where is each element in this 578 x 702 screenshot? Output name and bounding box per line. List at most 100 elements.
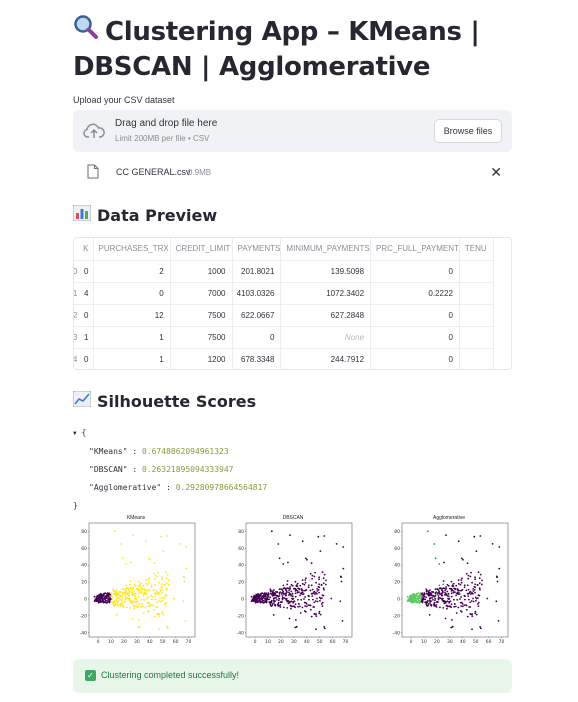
table-cell[interactable]: 7500 bbox=[170, 304, 233, 327]
table-cell[interactable] bbox=[459, 326, 495, 349]
table-cell[interactable]: 0.2222 bbox=[370, 282, 460, 305]
table-cell[interactable]: 7500 bbox=[170, 326, 233, 349]
y-tick-label: 0 bbox=[241, 597, 244, 603]
table-cell[interactable]: 1200 bbox=[170, 348, 233, 369]
scatter-point bbox=[262, 594, 265, 597]
table-cell[interactable]: 0 bbox=[93, 282, 171, 305]
column-header[interactable]: PRC_FULL_PAYMENT bbox=[370, 238, 460, 261]
collapse-caret-icon[interactable]: ▼ bbox=[73, 430, 77, 437]
scatter-point bbox=[108, 592, 110, 595]
scatter-point bbox=[131, 594, 133, 596]
scatter-point bbox=[475, 613, 478, 616]
scatter-point bbox=[105, 601, 108, 604]
column-header[interactable]: PAYMENTS bbox=[232, 238, 282, 261]
remove-file-icon[interactable]: ✕ bbox=[490, 164, 502, 180]
table-cell[interactable]: 0 bbox=[370, 304, 460, 327]
table-cell[interactable] bbox=[459, 304, 495, 327]
x-tick-label: 20 bbox=[121, 639, 127, 645]
scatter-point bbox=[447, 595, 450, 598]
scatter-point bbox=[165, 582, 168, 585]
scatter-point bbox=[279, 606, 282, 608]
scatter-point bbox=[250, 595, 253, 598]
table-cell[interactable] bbox=[459, 282, 495, 305]
scatter-point bbox=[313, 606, 316, 608]
table-cell[interactable]: None bbox=[280, 326, 372, 349]
table-cell[interactable]: 139.5098 bbox=[280, 260, 372, 283]
scatter-point bbox=[439, 606, 441, 609]
table-cell[interactable]: 12 bbox=[93, 304, 171, 327]
scatter-point bbox=[313, 601, 316, 604]
success-alert: ✓ Clustering completed successfully! bbox=[73, 659, 512, 693]
x-tick-label: 50 bbox=[317, 639, 323, 645]
title-line-2: DBSCAN | Agglomerative bbox=[73, 52, 431, 82]
scatter-point bbox=[262, 601, 265, 604]
table-cell[interactable]: 0 bbox=[232, 326, 282, 349]
cluster-plots: KMeans 80 60 40 20 0 -20 -40 0 10 20 30 40 50 60 70 DB… bbox=[73, 515, 512, 650]
y-tick-label: 60 bbox=[238, 546, 244, 552]
scatter-point bbox=[137, 626, 139, 629]
x-tick-label: 0 bbox=[410, 639, 413, 645]
scatter-point bbox=[281, 595, 284, 597]
table-cell[interactable]: 678.3348 bbox=[232, 348, 282, 369]
scatter-point bbox=[139, 591, 142, 594]
scatter-point bbox=[321, 601, 324, 604]
table-cell[interactable]: 0 bbox=[370, 326, 460, 349]
scatter-point bbox=[125, 563, 128, 565]
table-cell[interactable]: 1 bbox=[93, 348, 171, 369]
table-cell[interactable]: 1000 bbox=[170, 260, 233, 283]
table-cell[interactable]: 0 bbox=[370, 260, 460, 283]
scatter-point bbox=[100, 597, 102, 600]
scatter-point bbox=[473, 589, 476, 591]
table-cell[interactable] bbox=[459, 348, 495, 369]
scatter-point bbox=[310, 562, 313, 565]
scatter-point bbox=[468, 591, 471, 594]
scatter-point bbox=[477, 601, 480, 604]
data-preview-heading: Data Preview bbox=[72, 204, 217, 225]
scatter-point bbox=[474, 578, 476, 581]
scatter-point bbox=[121, 593, 124, 595]
table-cell[interactable]: 622.0667 bbox=[232, 304, 282, 327]
table-cell[interactable] bbox=[459, 260, 495, 283]
table-cell[interactable]: 1072.3402 bbox=[280, 282, 372, 305]
x-tick-label: 30 bbox=[134, 639, 140, 645]
file-name: CC GENERAL.csv bbox=[116, 167, 191, 177]
scatter-point bbox=[495, 600, 498, 603]
scatter-point bbox=[318, 576, 320, 579]
scatter-point bbox=[138, 619, 140, 621]
scatter-point bbox=[156, 575, 159, 578]
table-cell[interactable]: 2 bbox=[93, 260, 171, 283]
x-tick-label: 40 bbox=[304, 639, 310, 645]
scatter-point bbox=[265, 598, 268, 601]
column-header[interactable]: CREDIT_LIMIT bbox=[170, 238, 233, 261]
scatter-point bbox=[313, 575, 316, 578]
table-cell[interactable]: 244.7912 bbox=[280, 348, 372, 369]
scatter-point bbox=[267, 593, 270, 596]
scatter-point bbox=[272, 599, 275, 601]
scatter-point bbox=[113, 605, 116, 607]
scatter-point bbox=[100, 593, 103, 596]
scatter-point bbox=[278, 599, 280, 602]
scatter-point bbox=[288, 600, 290, 603]
scatter-point bbox=[118, 597, 121, 599]
table-cell[interactable]: 627.2848 bbox=[280, 304, 372, 327]
scatter-point bbox=[491, 543, 494, 545]
column-header[interactable]: MINIMUM_PAYMENTS bbox=[280, 238, 372, 261]
scatter-point bbox=[307, 604, 310, 606]
table-cell[interactable]: 4103.0326 bbox=[232, 282, 282, 305]
column-header[interactable]: TENU bbox=[459, 238, 495, 261]
table-cell[interactable]: 0 bbox=[370, 348, 460, 369]
scatter-point bbox=[107, 595, 110, 598]
column-header[interactable]: PURCHASES_TRX bbox=[93, 238, 171, 261]
scatter-point bbox=[282, 592, 285, 594]
scatter-point bbox=[137, 603, 140, 606]
scatter-point bbox=[161, 583, 164, 586]
browse-files-button[interactable]: Browse files bbox=[434, 119, 502, 143]
column-header[interactable]: K bbox=[74, 238, 94, 261]
table-cell[interactable]: 1 bbox=[93, 326, 171, 349]
scatter-point bbox=[441, 594, 443, 597]
table-cell[interactable]: 7000 bbox=[170, 282, 233, 305]
table-cell[interactable]: 201.8021 bbox=[232, 260, 282, 283]
file-dropzone[interactable]: Drag and drop file here Limit 200MB per … bbox=[73, 110, 512, 152]
data-preview-table[interactable]: K PURCHASES_TRX CREDIT_LIMIT PAYMENTS MI… bbox=[73, 237, 512, 370]
scatter-point bbox=[453, 605, 455, 608]
